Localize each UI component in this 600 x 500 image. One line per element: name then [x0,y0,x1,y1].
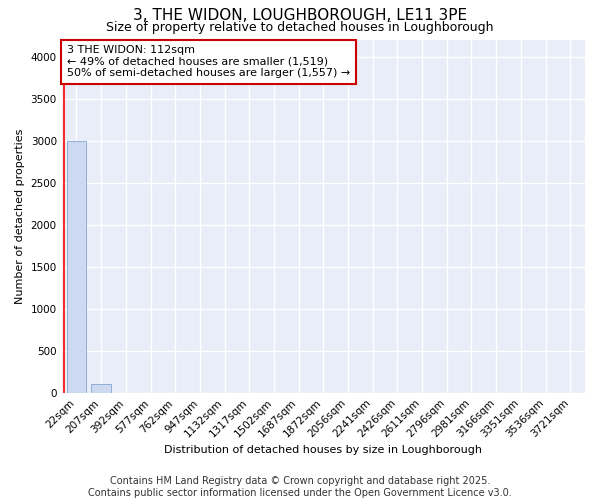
Text: Contains HM Land Registry data © Crown copyright and database right 2025.
Contai: Contains HM Land Registry data © Crown c… [88,476,512,498]
Text: Size of property relative to detached houses in Loughborough: Size of property relative to detached ho… [106,21,494,34]
X-axis label: Distribution of detached houses by size in Loughborough: Distribution of detached houses by size … [164,445,482,455]
Text: 3, THE WIDON, LOUGHBOROUGH, LE11 3PE: 3, THE WIDON, LOUGHBOROUGH, LE11 3PE [133,8,467,22]
Bar [91,384,111,393]
Y-axis label: Number of detached properties: Number of detached properties [15,129,25,304]
Bar [67,141,86,393]
Text: 3 THE WIDON: 112sqm
← 49% of detached houses are smaller (1,519)
50% of semi-det: 3 THE WIDON: 112sqm ← 49% of detached ho… [67,46,350,78]
